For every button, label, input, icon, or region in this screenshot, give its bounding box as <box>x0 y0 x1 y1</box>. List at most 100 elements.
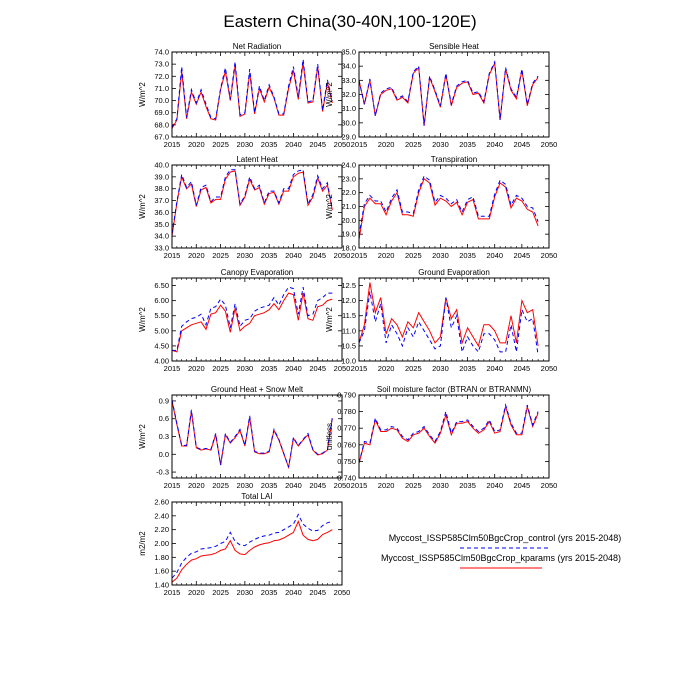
x-tick-label: 2050 <box>541 140 558 149</box>
y-tick-label: 70.0 <box>154 96 169 105</box>
y-tick-label: 2.40 <box>154 511 169 520</box>
panel-5: Canopy Evaporation W/m^2 2015 2020 2025 2030 2… <box>138 268 350 373</box>
y-tick-label: 11.5 <box>342 311 356 320</box>
x-tick-label: 2025 <box>405 140 422 149</box>
y-tick-label: 4.00 <box>154 357 169 366</box>
y-axis-label: unitless <box>325 423 334 450</box>
y-tick-label: 0.0 <box>159 450 169 459</box>
x-tick-label: 2040 <box>285 588 302 597</box>
y-tick-label: 12.0 <box>341 296 356 305</box>
panels: Net Radiation W/m^2 2015 2020 2025 2030 2035 20… <box>138 42 557 597</box>
x-tick-label: 2040 <box>285 481 302 490</box>
y-tick-label: 0.6 <box>159 414 169 423</box>
x-tick-label: 2030 <box>432 251 449 260</box>
y-tick-label: 20.0 <box>341 216 356 225</box>
x-tick-label: 2035 <box>261 251 278 260</box>
y-tick-label: 69.0 <box>154 108 169 117</box>
y-tick-label: 6.50 <box>154 281 169 290</box>
x-tick-label: 2040 <box>285 140 302 149</box>
y-tick-label: 2.20 <box>154 525 169 534</box>
y-tick-label: 33.0 <box>154 244 169 253</box>
y-axis-label: W/m^2 <box>138 194 147 219</box>
x-tick-label: 2045 <box>309 140 326 149</box>
y-tick-label: 35.0 <box>341 48 356 57</box>
y-tick-label: 0.9 <box>159 396 169 405</box>
x-tick-label: 2050 <box>541 251 558 260</box>
x-tick-label: 2035 <box>459 140 476 149</box>
x-tick-label: 2045 <box>514 364 531 373</box>
x-tick-label: 2030 <box>432 140 449 149</box>
y-tick-label: 0.3 <box>159 432 169 441</box>
series-line-control <box>359 60 539 126</box>
plot-frame <box>171 277 343 362</box>
y-tick-label: 10.0 <box>341 357 356 366</box>
x-tick-label: 2020 <box>188 481 205 490</box>
y-tick-label: 22.0 <box>341 188 356 197</box>
series-line-kparams <box>359 177 539 240</box>
y-tick-label: 0.770 <box>337 424 356 433</box>
panel-title: Net Radiation <box>233 42 281 51</box>
x-tick-label: 2040 <box>486 481 503 490</box>
series-line-control <box>359 403 539 464</box>
panel-2: Sensible Heat W/m^2 2015 2020 2025 2030 2035 20… <box>325 42 557 149</box>
x-tick-label: 2020 <box>188 140 205 149</box>
x-tick-label: 2015 <box>351 481 368 490</box>
y-tick-label: 12.5 <box>341 281 356 290</box>
y-tick-label: 30.0 <box>341 118 356 127</box>
y-axis-label: W/m^2 <box>325 307 334 332</box>
x-tick-label: 2030 <box>237 251 254 260</box>
x-tick-label: 2015 <box>351 251 368 260</box>
x-tick-label: 2035 <box>459 364 476 373</box>
y-tick-label: 34.0 <box>341 62 356 71</box>
x-tick-label: 2025 <box>405 481 422 490</box>
y-tick-label: 0.780 <box>337 407 356 416</box>
x-tick-label: 2040 <box>486 251 503 260</box>
y-axis-label: W/m^2 <box>138 307 147 332</box>
x-tick-label: 2035 <box>459 481 476 490</box>
panel-title: Canopy Evaporation <box>221 268 294 277</box>
y-tick-label: 0.750 <box>337 457 356 466</box>
plot-frame <box>358 51 550 138</box>
y-axis-label: W/m^2 <box>325 82 334 107</box>
y-tick-label: 34.0 <box>154 232 169 241</box>
x-tick-label: 2015 <box>351 364 368 373</box>
x-tick-label: 2045 <box>309 588 326 597</box>
series-line-kparams <box>172 520 333 583</box>
x-tick-label: 2030 <box>237 364 254 373</box>
y-tick-label: 0.740 <box>337 474 356 483</box>
y-tick-label: 1.60 <box>154 567 169 576</box>
x-tick-label: 2020 <box>378 481 395 490</box>
x-tick-label: 2025 <box>405 251 422 260</box>
x-tick-label: 2025 <box>212 588 229 597</box>
x-tick-label: 2035 <box>261 481 278 490</box>
y-axis-label: W/m^2 <box>138 82 147 107</box>
x-tick-label: 2045 <box>514 481 531 490</box>
x-tick-label: 2015 <box>351 140 368 149</box>
x-tick-label: 2015 <box>164 364 181 373</box>
x-tick-label: 2045 <box>309 251 326 260</box>
y-tick-label: 33.0 <box>341 76 356 85</box>
series-line-control <box>172 286 333 351</box>
x-tick-label: 2035 <box>261 140 278 149</box>
figure-title: Eastern China(30-40N,100-120E) <box>223 12 476 31</box>
legend-label-kparams: Myccost_ISSP585Clm50BgcCrop_kparams (yrs… <box>381 553 621 563</box>
x-tick-label: 2050 <box>334 251 351 260</box>
plot-frame <box>358 164 550 249</box>
x-tick-label: 2025 <box>212 481 229 490</box>
series-line-control <box>359 291 539 356</box>
x-tick-label: 2050 <box>541 481 558 490</box>
series-line-kparams <box>172 292 333 353</box>
x-tick-label: 2020 <box>378 364 395 373</box>
y-tick-label: 5.50 <box>154 311 169 320</box>
legend: Myccost_ISSP585Clm50BgcCrop_control (yrs… <box>381 533 621 569</box>
x-tick-label: 2030 <box>237 588 254 597</box>
panel-3: Latent Heat W/m^2 2015 2020 2025 2030 2035 2040… <box>138 155 350 260</box>
x-tick-label: 2025 <box>212 364 229 373</box>
y-tick-label: 32.0 <box>341 90 356 99</box>
series-line-control <box>172 59 333 128</box>
series-line-control <box>172 169 333 234</box>
panel-title: Soil moisture factor (BTRAN or BTRANMN) <box>377 385 532 394</box>
y-tick-label: 35.0 <box>154 220 169 229</box>
plot-frame <box>171 501 343 586</box>
